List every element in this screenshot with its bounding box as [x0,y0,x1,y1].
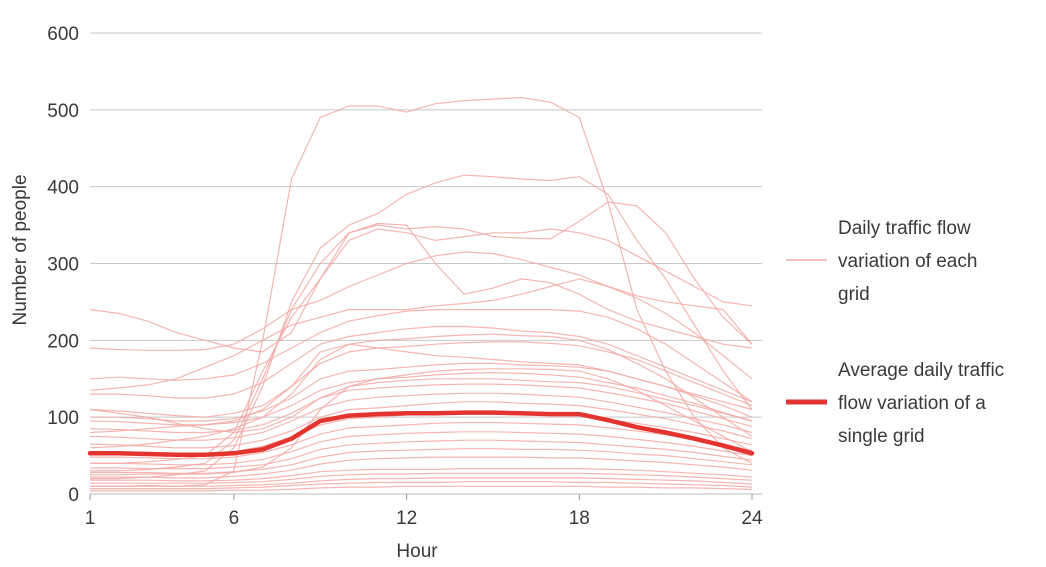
grid-series-line-15 [89,401,753,449]
legend-label-average-line2: flow variation of a [838,393,986,414]
grid-series-line-20 [90,448,753,474]
grid-series-line-27 [89,378,753,434]
y-tick-label-300: 300 [47,255,79,276]
grid-series-line-9 [90,325,753,403]
grid-series-line-30 [90,368,753,476]
average-series-group [87,410,755,458]
x-axis-ticks: 1 6 12 18 24 [85,494,763,529]
legend-label-average-line1: Average daily traffic [838,360,1004,381]
legend-label-average-line3: single grid [838,426,925,447]
average-series-line [87,410,755,458]
grid-series-line-18 [90,431,753,466]
y-tick-label-500: 500 [47,101,79,122]
x-tick-label-18: 18 [569,508,590,529]
grid-series-line-19 [90,439,753,470]
grid-series-line-5 [89,222,753,353]
y-tick-label-100: 100 [47,408,79,429]
grid-series-line-25 [90,481,753,490]
grid-series-line-6 [89,251,753,351]
y-tick-label-200: 200 [47,331,79,352]
y-tick-label-400: 400 [47,178,79,199]
grid-series-line-28 [89,333,753,449]
legend-label-each-grid-line2: variation of each [838,251,977,272]
grid-series-line-8 [89,309,753,403]
x-tick-label-24: 24 [741,508,763,529]
y-axis-title: Number of people [10,174,31,325]
grid-series-line-2 [90,174,753,480]
y-tick-label-0: 0 [68,485,79,506]
grid-series-line-24 [90,477,753,487]
grid-series-line-29 [89,343,753,434]
grid-series-line-7 [89,278,753,391]
grid-series-line-23 [90,472,753,484]
grid-series-line-1 [90,96,753,487]
x-tick-label-1: 1 [85,508,96,529]
y-axis-ticks: 0 100 200 300 400 500 600 [47,24,79,506]
grid-series-line-3 [90,201,753,472]
grid-series-line-10 [89,341,753,418]
grid-series-line-13 [89,383,753,434]
grid-series-line-22 [90,468,753,482]
y-tick-label-600: 600 [47,24,79,45]
legend-label-each-grid-line1: Daily traffic flow [838,218,971,239]
grid-series-line-14 [89,392,753,441]
grid-series-line-26 [90,485,753,492]
x-tick-label-12: 12 [396,508,417,529]
x-tick-label-6: 6 [229,508,240,529]
x-axis-title: Hour [396,541,438,562]
legend: Daily traffic flow variation of each gri… [786,218,1004,447]
grid-series-line-21 [90,456,753,479]
grid-series-line-17 [90,421,753,460]
legend-label-each-grid-line3: grid [838,284,870,305]
